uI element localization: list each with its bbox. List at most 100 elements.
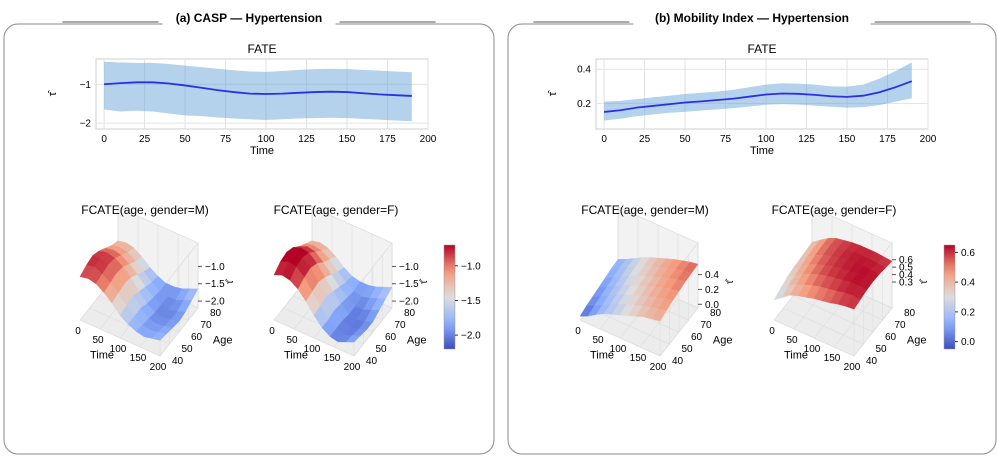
age-tick-label: 50 xyxy=(182,344,194,355)
fate-ylabel: τ̂ xyxy=(547,90,559,96)
time-tick-label: 150 xyxy=(630,353,647,364)
z-axis-label: τ̂ xyxy=(918,278,930,284)
colorbar-tick-label: 0.0 xyxy=(961,337,975,348)
z-tick-label: 0.2 xyxy=(705,285,719,296)
fate-xtick-label: 125 xyxy=(298,134,315,145)
fate-xtick-label: 0 xyxy=(601,134,607,145)
z-tick-label: 0.6 xyxy=(899,255,913,266)
surface-title: FCATE(age, gender=M) xyxy=(81,203,209,217)
surface-title: FCATE(age, gender=F) xyxy=(772,203,897,217)
fate-chart: 0 25 50 75 100 125 150 175 200 −2 −1 FATE Time τ̂ xyxy=(47,42,437,157)
fate-xtick-label: 0 xyxy=(101,134,107,145)
fate-ylabel: τ̂ xyxy=(47,90,59,96)
z-axis-label: τ̂ xyxy=(224,278,236,284)
fate-xtick-label: 50 xyxy=(180,134,192,145)
time-axis-label: Time xyxy=(284,350,308,362)
z-tick-label: −2.0 xyxy=(399,297,419,308)
fate-chart: 0 25 50 75 100 125 150 175 200 0.2 0.4 FATE Time τ̂ xyxy=(547,42,937,157)
time-tick-label: 200 xyxy=(844,362,861,373)
z-tick-label: −1.5 xyxy=(205,279,225,290)
age-tick-label: 60 xyxy=(885,332,897,343)
fate-xtick-label: 25 xyxy=(139,134,151,145)
surface-facet xyxy=(151,332,167,341)
age-tick-label: 70 xyxy=(201,320,213,331)
z-axis-label: τ̂ xyxy=(418,278,430,284)
fate-xlabel: Time xyxy=(750,145,774,157)
fcate-surface-male: 0501001502004050607080TimeAge−1.0−1.5−2.… xyxy=(75,203,236,373)
age-tick-label: 80 xyxy=(904,308,916,319)
panel-title: (a) CASP — Hypertension xyxy=(176,11,322,25)
time-tick-label: 50 xyxy=(592,335,604,346)
age-tick-label: 60 xyxy=(691,332,703,343)
age-tick-label: 70 xyxy=(701,320,713,331)
z-tick-label: −1.0 xyxy=(399,262,419,273)
fcate-surface-male: 0501001502004050607080TimeAge0.40.20.0τ̂… xyxy=(575,203,736,373)
fate-confidence-band xyxy=(104,61,412,122)
time-tick-label: 50 xyxy=(286,335,298,346)
fate-ytick-label: 0.4 xyxy=(577,65,591,76)
age-axis-label: Age xyxy=(907,335,927,347)
fate-xtick-label: 75 xyxy=(720,134,732,145)
surface-title: FCATE(age, gender=M) xyxy=(581,203,709,217)
age-tick-label: 80 xyxy=(404,308,416,319)
age-axis-label: Age xyxy=(713,335,733,347)
surface-title: FCATE(age, gender=F) xyxy=(274,203,399,217)
age-tick-label: 80 xyxy=(210,308,222,319)
surface-facet xyxy=(845,295,861,310)
fate-xtick-label: 150 xyxy=(839,134,856,145)
fate-xtick-label: 175 xyxy=(379,134,396,145)
time-axis-label: Time xyxy=(784,350,808,362)
fate-xlabel: Time xyxy=(250,145,274,157)
time-tick-label: 0 xyxy=(769,326,775,337)
age-tick-label: 60 xyxy=(191,332,203,343)
age-tick-label: 80 xyxy=(710,308,722,319)
z-tick-label: 0.5 xyxy=(899,263,913,274)
age-tick-label: 40 xyxy=(172,356,184,367)
fate-xtick-label: 125 xyxy=(798,134,815,145)
panel-mobility: (b) Mobility Index — Hypertension 0 25 50 75… xyxy=(507,11,997,455)
fate-xtick-label: 200 xyxy=(920,134,937,145)
age-tick-label: 40 xyxy=(866,356,878,367)
time-tick-label: 0 xyxy=(75,326,81,337)
colorbar: 0.6 0.4 0.2 0.0 xyxy=(943,244,975,350)
fate-xtick-label: 175 xyxy=(879,134,896,145)
z-tick-label: 0.4 xyxy=(705,270,719,281)
fate-mean-line xyxy=(104,81,412,97)
fate-xtick-label: 50 xyxy=(680,134,692,145)
time-tick-label: 200 xyxy=(650,362,667,373)
colorbar-tick-label: −1.0 xyxy=(461,261,481,272)
colorbar-scale xyxy=(443,244,456,350)
colorbar-tick-label: 0.4 xyxy=(961,278,975,289)
time-tick-label: 150 xyxy=(324,353,341,364)
colorbar-tick-label: 0.2 xyxy=(961,307,975,318)
time-tick-label: 100 xyxy=(304,344,321,355)
time-axis-label: Time xyxy=(90,350,114,362)
time-tick-label: 100 xyxy=(110,344,127,355)
time-tick-label: 50 xyxy=(786,335,798,346)
age-tick-label: 40 xyxy=(366,356,378,367)
time-tick-label: 100 xyxy=(804,344,821,355)
colorbar-tick-label: 0.6 xyxy=(961,248,975,259)
fate-xtick-label: 25 xyxy=(639,134,651,145)
age-axis-label: Age xyxy=(213,335,233,347)
fate-xtick-label: 75 xyxy=(220,134,232,145)
time-tick-label: 200 xyxy=(344,362,361,373)
panel-title-gap xyxy=(633,15,871,31)
colorbar-tick-label: −1.5 xyxy=(461,296,481,307)
surface-facet xyxy=(345,335,361,343)
time-tick-label: 50 xyxy=(92,335,104,346)
z-tick-label: 0.3 xyxy=(899,278,913,289)
fate-title: FATE xyxy=(247,42,276,56)
colorbar: −1.0 −1.5 −2.0 xyxy=(443,244,481,350)
age-axis-label: Age xyxy=(407,335,427,347)
age-tick-label: 50 xyxy=(376,344,388,355)
z-tick-label: −1.5 xyxy=(399,279,419,290)
age-tick-label: 60 xyxy=(385,332,397,343)
fate-mean-line xyxy=(604,80,913,113)
fate-xtick-label: 150 xyxy=(339,134,356,145)
fate-confidence-band xyxy=(604,62,912,121)
colorbar-tick-label: −2.0 xyxy=(461,331,481,342)
time-tick-label: 100 xyxy=(610,344,627,355)
fate-xtick-label: 100 xyxy=(258,134,275,145)
